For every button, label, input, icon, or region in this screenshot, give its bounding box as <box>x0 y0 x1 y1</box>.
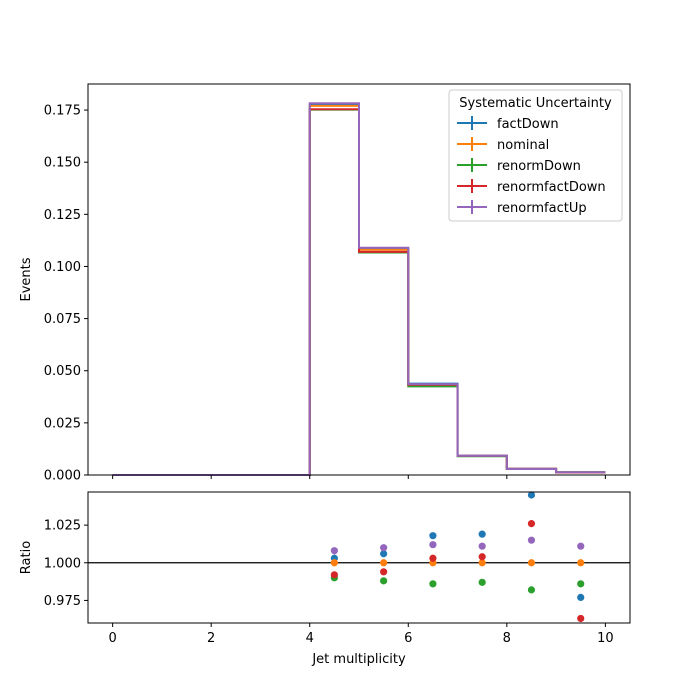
legend-label-factDown: factDown <box>497 117 559 132</box>
ratio-x-tick-label: 8 <box>503 631 511 646</box>
main-y-tick-label: 0.125 <box>44 208 81 223</box>
ratio-x-tick-label: 0 <box>108 631 116 646</box>
main-y-tick-label: 0.150 <box>44 156 81 171</box>
ratio-point-renormDown <box>478 578 486 586</box>
ratio-point-factDown <box>527 491 536 499</box>
ratio-point-nominal <box>478 559 486 567</box>
ratio-point-nominal <box>330 559 338 567</box>
main-y-tick-label: 0.175 <box>44 104 81 119</box>
ratio-point-renormfactDown <box>330 571 338 579</box>
ratio-x-tick-label: 4 <box>306 631 314 646</box>
ratio-point-renormDown <box>380 577 388 585</box>
ratio-point-renormfactDown <box>527 520 536 528</box>
legend-label-renormfactDown: renormfactDown <box>497 180 606 195</box>
ratio-point-renormfactUp <box>380 544 388 552</box>
ratio-x-tick-label: 10 <box>597 631 614 646</box>
ratio-point-renormfactUp <box>330 547 338 555</box>
ratio-point-nominal <box>577 559 585 567</box>
legend-label-renormfactUp: renormfactUp <box>497 201 587 216</box>
ratio-panel: 0.975 1.000 1.025 0 2 4 6 8 10 Ratio Jet multiplic… <box>19 491 631 667</box>
ratio-y-axis-label: Ratio <box>19 541 34 574</box>
legend: Systematic Uncertainty factDown nominal ren… <box>448 89 623 222</box>
ratio-point-nominal <box>380 559 388 567</box>
ratio-point-renormDown <box>429 580 437 588</box>
main-y-tick-label: 0.075 <box>44 312 81 327</box>
ratio-point-renormDown <box>577 580 585 588</box>
legend-label-renormDown: renormDown <box>497 159 581 174</box>
legend-title: Systematic Uncertainty <box>459 96 612 111</box>
ratio-point-renormfactDown <box>577 614 585 623</box>
ratio-point-renormfactUp <box>527 536 536 544</box>
ratio-point-factDown <box>577 593 585 602</box>
ratio-point-renormfactDown <box>478 553 486 561</box>
ratio-point-renormfactUp <box>577 542 585 550</box>
ratio-x-tick-label: 6 <box>404 631 412 646</box>
ratio-point-renormfactUp <box>478 542 486 550</box>
main-y-tick-label: 0.000 <box>44 469 81 484</box>
ratio-point-factDown <box>380 550 388 558</box>
ratio-point-factDown <box>478 530 486 538</box>
legend-label-nominal: nominal <box>497 138 549 153</box>
ratio-y-tick-label: 1.025 <box>44 519 81 534</box>
ratio-y-tick-label: 0.975 <box>44 594 81 609</box>
main-plot-frame <box>87 83 631 476</box>
ratio-point-nominal <box>527 559 536 567</box>
legend-box <box>448 89 623 222</box>
main-histogram-panel: 0.000 0.025 0.050 0.075 0.100 0.125 0.150 0.175… <box>19 83 631 484</box>
ratio-x-tick-label: 2 <box>207 631 215 646</box>
main-y-tick-label: 0.100 <box>44 260 81 275</box>
main-y-tick-label: 0.025 <box>44 416 81 431</box>
ratio-point-renormfactDown <box>380 568 388 576</box>
ratio-point-renormfactUp <box>429 541 437 549</box>
ratio-point-renormfactDown <box>429 554 437 562</box>
main-y-axis-label: Events <box>19 257 34 301</box>
ratio-point-renormDown <box>527 586 536 594</box>
x-axis-label: Jet multiplicity <box>311 652 406 667</box>
ratio-y-tick-label: 1.000 <box>44 556 81 571</box>
ratio-plot-frame <box>87 491 631 624</box>
ratio-point-factDown <box>429 532 437 540</box>
main-y-tick-label: 0.050 <box>44 364 81 379</box>
